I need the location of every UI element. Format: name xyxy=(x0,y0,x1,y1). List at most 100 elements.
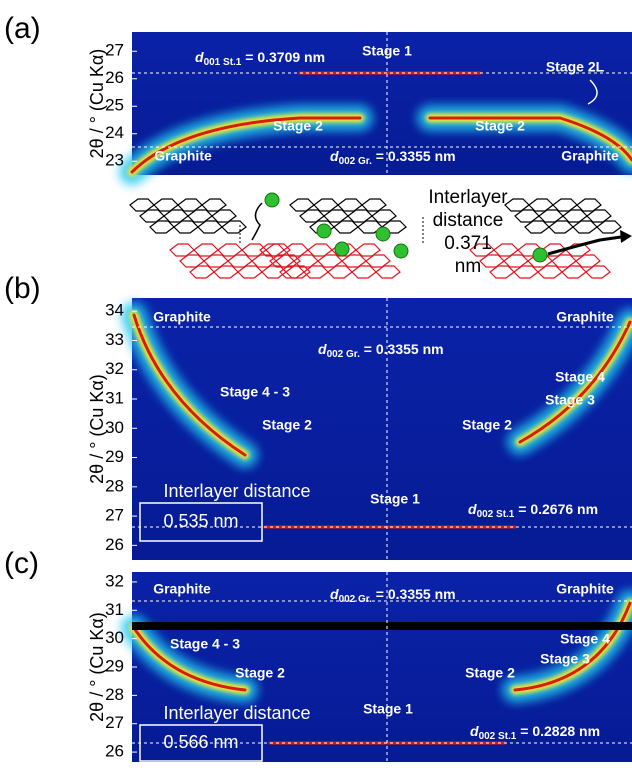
intensity-core xyxy=(132,313,247,457)
annotation: Stage 2 xyxy=(475,118,525,134)
y-tick-label: 30 xyxy=(105,418,124,437)
d-value: = 0.3355 nm xyxy=(372,586,456,602)
y-tick-label: 26 xyxy=(105,535,124,554)
d-symbol: d xyxy=(468,501,477,517)
y-tick-label: 27 xyxy=(105,713,124,732)
hexagon xyxy=(361,198,387,212)
d-subscript: 002 St.1 xyxy=(477,509,515,520)
y-tick-label: 32 xyxy=(105,571,124,590)
hexagon xyxy=(551,254,577,268)
hexagon xyxy=(586,209,612,223)
hexagon xyxy=(299,209,325,223)
intensity-core xyxy=(132,626,247,692)
hexagon xyxy=(153,198,179,212)
y-tick-label: 27 xyxy=(105,41,124,60)
hexagon xyxy=(217,243,243,257)
lithium-ion xyxy=(375,226,391,242)
hexagon xyxy=(596,220,622,234)
hexagon xyxy=(237,265,263,279)
annotation: Stage 3 xyxy=(545,392,595,408)
hexagon xyxy=(323,209,349,223)
intensity-core xyxy=(518,320,632,444)
annotation: Stage 2L xyxy=(546,59,605,75)
d-spacing-label: d001 St.1 = 0.3709 nm xyxy=(195,49,325,68)
annotation: Stage 4 - 3 xyxy=(220,384,290,400)
hexagon xyxy=(585,265,611,279)
hexagon xyxy=(289,198,315,212)
d-subscript: 002 St.1 xyxy=(479,731,517,742)
y-tick-label: 29 xyxy=(105,656,124,675)
d-subscript: 002 Gr. xyxy=(339,156,373,167)
hexagon xyxy=(179,254,205,268)
hexagon xyxy=(169,243,195,257)
y-axis-label: 2θ / ° (Cu Kα) xyxy=(87,49,107,159)
hexagon xyxy=(524,220,550,234)
plot-area xyxy=(132,32,632,175)
d-spacing-label: d002 St.1 = 0.2828 nm xyxy=(470,723,600,742)
hexagon xyxy=(139,209,165,223)
annotation: Stage 4 xyxy=(555,369,605,385)
hexagon xyxy=(211,209,237,223)
hexagon xyxy=(251,254,277,268)
hexagon xyxy=(303,265,329,279)
hexagon xyxy=(293,254,319,268)
hexagon xyxy=(479,254,505,268)
hexagon xyxy=(528,198,554,212)
hexagon xyxy=(187,209,213,223)
y-tick-label: 28 xyxy=(105,685,124,704)
hexagon xyxy=(337,198,363,212)
d-value: = 0.3709 nm xyxy=(241,49,325,65)
lithium-ion xyxy=(316,223,332,239)
y-tick-label: 26 xyxy=(105,742,124,761)
d-value: = 0.2828 nm xyxy=(516,723,600,739)
box-title: Interlayer distance xyxy=(163,481,310,501)
hexagon xyxy=(489,265,515,279)
annotation: Graphite xyxy=(561,148,619,164)
hexagon xyxy=(203,254,229,268)
panel-label: (c) xyxy=(4,547,39,580)
hexagon xyxy=(327,265,353,279)
graphene-layer xyxy=(289,198,407,234)
hexagon xyxy=(371,209,397,223)
y-tick-label: 23 xyxy=(105,151,124,170)
y-axis-label: 2θ / ° (Cu Kα) xyxy=(87,612,107,722)
y-axis-label: 2θ / ° (Cu Kα) xyxy=(87,374,107,484)
d-value: = 0.2676 nm xyxy=(514,501,598,517)
hexagon xyxy=(221,220,247,234)
y-tick-label: 26 xyxy=(105,68,124,87)
hexagon xyxy=(307,243,333,257)
d-symbol: d xyxy=(330,586,339,602)
annotation: Stage 2 xyxy=(262,417,312,433)
y-tick-label: 27 xyxy=(105,506,124,525)
y-tick-label: 24 xyxy=(105,123,124,142)
lithium-ion xyxy=(264,192,280,208)
box-value: 0.535 nm xyxy=(163,511,238,531)
hexagon xyxy=(552,198,578,212)
hexagon xyxy=(149,220,175,234)
annotation: Graphite xyxy=(556,581,614,597)
d-symbol: d xyxy=(470,723,479,739)
hexagon xyxy=(193,243,219,257)
interlayer-label: distance xyxy=(433,210,504,231)
hexagon xyxy=(493,243,519,257)
hexagon xyxy=(548,220,574,234)
graphene-layer xyxy=(504,198,622,234)
y-tick-label: 28 xyxy=(105,476,124,495)
d-value: = 0.3355 nm xyxy=(360,341,444,357)
intensity-core xyxy=(130,116,362,174)
annotation: Stage 2 xyxy=(235,665,285,681)
annotation: Stage 1 xyxy=(363,701,413,717)
d-symbol: d xyxy=(330,148,339,164)
hexagon xyxy=(213,265,239,279)
hexagon xyxy=(313,198,339,212)
y-tick-label: 31 xyxy=(105,600,124,619)
hexagon xyxy=(565,243,591,257)
hexagon xyxy=(129,198,155,212)
hexagon xyxy=(537,265,563,279)
hexagon xyxy=(341,254,367,268)
annotation: Stage 4 xyxy=(560,631,610,647)
hexagon xyxy=(572,220,598,234)
graphene-layer xyxy=(169,243,311,279)
panel-label: (b) xyxy=(4,272,41,305)
hexagon xyxy=(513,265,539,279)
